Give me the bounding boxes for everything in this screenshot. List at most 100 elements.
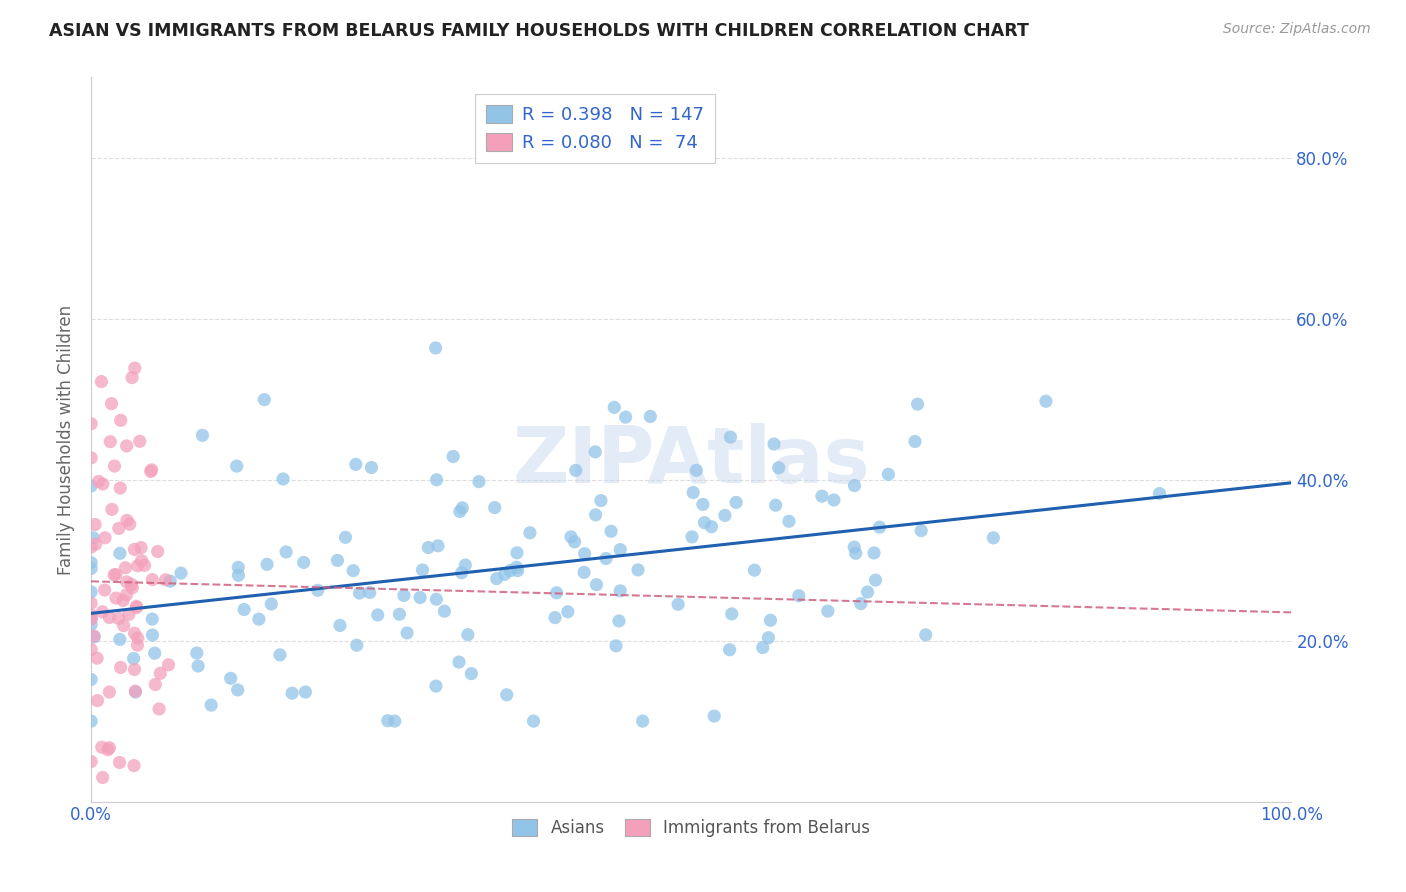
- Point: [80, 556, 103, 570]
- Point: [714, 508, 737, 523]
- Point: [129, 541, 152, 555]
- Point: [98, 434, 121, 449]
- Point: [83, 629, 105, 643]
- Point: [583, 445, 606, 459]
- Point: [869, 520, 891, 534]
- Point: [103, 458, 125, 473]
- Point: [450, 566, 472, 580]
- Point: [87, 475, 110, 489]
- Point: [914, 628, 936, 642]
- Point: [107, 611, 129, 625]
- Point: [118, 607, 141, 622]
- Point: [228, 568, 250, 582]
- Point: [191, 428, 214, 442]
- Point: [346, 638, 368, 652]
- Point: [865, 573, 887, 587]
- Point: [148, 702, 170, 716]
- Point: [457, 628, 479, 642]
- Point: [124, 361, 146, 376]
- Point: [392, 589, 415, 603]
- Point: [703, 709, 725, 723]
- Point: [666, 598, 689, 612]
- Point: [115, 588, 138, 602]
- Point: [108, 756, 131, 770]
- Point: [585, 508, 607, 522]
- Point: [125, 600, 148, 615]
- Point: [907, 397, 929, 411]
- Point: [609, 583, 631, 598]
- Point: [693, 516, 716, 530]
- Point: [226, 682, 249, 697]
- Point: [103, 568, 125, 582]
- Point: [751, 640, 773, 655]
- Point: [271, 472, 294, 486]
- Point: [725, 495, 748, 509]
- Point: [127, 631, 149, 645]
- Point: [110, 413, 132, 427]
- Point: [121, 577, 143, 591]
- Point: [344, 458, 367, 472]
- Point: [127, 638, 149, 652]
- Point: [91, 771, 114, 785]
- Point: [614, 410, 637, 425]
- Point: [80, 642, 103, 657]
- Point: [396, 626, 419, 640]
- Point: [114, 561, 136, 575]
- Point: [187, 659, 209, 673]
- Point: [778, 514, 800, 528]
- Point: [494, 567, 516, 582]
- Point: [460, 666, 482, 681]
- Point: [91, 605, 114, 619]
- Point: [441, 450, 464, 464]
- Point: [115, 439, 138, 453]
- Point: [97, 742, 120, 756]
- Point: [718, 642, 741, 657]
- Point: [170, 566, 193, 581]
- Point: [233, 602, 256, 616]
- Point: [141, 463, 163, 477]
- Point: [605, 639, 627, 653]
- Point: [80, 450, 103, 465]
- Point: [433, 604, 456, 618]
- Point: [122, 651, 145, 665]
- Point: [367, 607, 389, 622]
- Point: [90, 740, 112, 755]
- Point: [359, 585, 381, 599]
- Point: [627, 563, 650, 577]
- Point: [720, 607, 742, 621]
- Point: [124, 684, 146, 698]
- Point: [384, 714, 406, 728]
- Point: [845, 546, 868, 560]
- Point: [157, 657, 180, 672]
- Point: [329, 618, 352, 632]
- Point: [125, 599, 148, 614]
- Point: [409, 591, 432, 605]
- Point: [856, 585, 879, 599]
- Point: [83, 630, 105, 644]
- Point: [904, 434, 927, 449]
- Point: [82, 531, 104, 545]
- Point: [544, 610, 567, 624]
- Point: [80, 417, 103, 431]
- Point: [844, 478, 866, 492]
- Point: [141, 612, 163, 626]
- Point: [682, 485, 704, 500]
- Point: [247, 612, 270, 626]
- Point: [335, 530, 357, 544]
- Point: [98, 610, 121, 624]
- Point: [519, 525, 541, 540]
- Point: [159, 574, 181, 589]
- Point: [564, 534, 586, 549]
- Point: [98, 740, 121, 755]
- Point: [425, 592, 447, 607]
- Point: [983, 531, 1005, 545]
- Point: [86, 651, 108, 665]
- Point: [256, 558, 278, 572]
- Point: [1035, 394, 1057, 409]
- Text: ZIPAtlas: ZIPAtlas: [513, 423, 870, 500]
- Point: [118, 517, 141, 532]
- Point: [426, 473, 449, 487]
- Point: [447, 655, 470, 669]
- Point: [139, 465, 162, 479]
- Point: [326, 553, 349, 567]
